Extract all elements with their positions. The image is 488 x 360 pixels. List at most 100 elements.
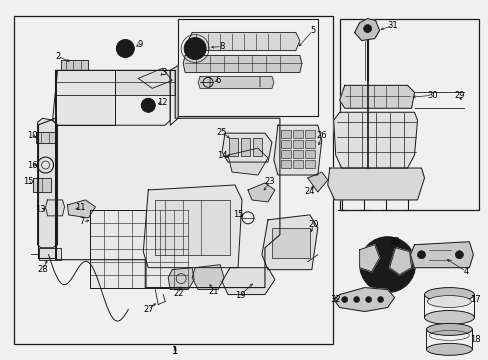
- Circle shape: [417, 251, 425, 259]
- Circle shape: [359, 237, 415, 293]
- Text: 14: 14: [216, 150, 227, 159]
- Circle shape: [184, 37, 205, 59]
- Text: 30: 30: [427, 91, 437, 100]
- Text: 23: 23: [264, 177, 275, 186]
- Polygon shape: [262, 215, 317, 270]
- Text: 5: 5: [309, 26, 315, 35]
- Text: 20: 20: [308, 220, 318, 229]
- Text: 21: 21: [208, 287, 219, 296]
- Text: 24: 24: [304, 188, 314, 197]
- Circle shape: [377, 297, 383, 302]
- Polygon shape: [198, 76, 273, 88]
- Ellipse shape: [426, 343, 471, 355]
- Bar: [178, 19, 317, 116]
- Bar: [14, 15, 332, 345]
- Circle shape: [141, 98, 155, 112]
- Polygon shape: [33, 178, 50, 192]
- Text: 17: 17: [469, 295, 480, 304]
- Bar: [304, 150, 314, 158]
- Text: 1: 1: [172, 346, 178, 356]
- Bar: [304, 140, 314, 148]
- Polygon shape: [56, 71, 175, 95]
- Text: 32: 32: [330, 295, 340, 304]
- Ellipse shape: [426, 323, 471, 336]
- Bar: [292, 140, 302, 148]
- Text: 13: 13: [35, 206, 46, 215]
- Text: 31: 31: [386, 21, 397, 30]
- Text: 27: 27: [142, 305, 153, 314]
- Text: 9: 9: [138, 40, 142, 49]
- Polygon shape: [45, 200, 64, 216]
- Polygon shape: [273, 125, 321, 175]
- Polygon shape: [227, 148, 267, 175]
- Polygon shape: [339, 85, 414, 108]
- Ellipse shape: [424, 288, 473, 302]
- Text: 11: 11: [75, 203, 85, 212]
- Bar: [228, 138, 238, 156]
- Text: 1: 1: [172, 347, 178, 356]
- Polygon shape: [192, 265, 224, 289]
- Bar: [39, 248, 61, 260]
- Bar: [292, 150, 302, 158]
- Text: 7: 7: [80, 217, 85, 226]
- Text: 29: 29: [453, 91, 464, 100]
- Polygon shape: [183, 55, 301, 72]
- Polygon shape: [307, 172, 327, 192]
- Bar: [292, 160, 302, 168]
- Text: 19: 19: [234, 291, 245, 300]
- Bar: [280, 160, 290, 168]
- Circle shape: [120, 44, 130, 54]
- Bar: [155, 200, 229, 255]
- Polygon shape: [52, 71, 170, 125]
- Bar: [339, 19, 478, 210]
- Polygon shape: [188, 32, 299, 50]
- Polygon shape: [333, 288, 394, 311]
- Text: 15: 15: [23, 177, 34, 186]
- Bar: [280, 150, 290, 158]
- Text: 26: 26: [316, 131, 326, 140]
- Bar: [304, 160, 314, 168]
- Text: 4: 4: [463, 267, 468, 276]
- Text: 6: 6: [215, 76, 220, 85]
- Text: 22: 22: [173, 289, 183, 298]
- Circle shape: [116, 40, 134, 58]
- Circle shape: [454, 251, 463, 259]
- Bar: [304, 130, 314, 138]
- Polygon shape: [222, 268, 274, 294]
- Circle shape: [365, 297, 371, 302]
- Polygon shape: [170, 66, 178, 125]
- Text: 10: 10: [27, 131, 38, 140]
- Ellipse shape: [427, 296, 470, 307]
- Ellipse shape: [424, 310, 473, 324]
- Text: 25: 25: [216, 128, 227, 137]
- Polygon shape: [61, 60, 88, 71]
- Bar: [252, 138, 262, 156]
- Polygon shape: [38, 118, 58, 248]
- Polygon shape: [359, 245, 379, 272]
- Circle shape: [353, 297, 359, 302]
- Polygon shape: [410, 242, 472, 268]
- Circle shape: [189, 42, 201, 54]
- Circle shape: [363, 24, 371, 32]
- Polygon shape: [389, 248, 411, 275]
- Text: 16: 16: [27, 161, 38, 170]
- Polygon shape: [327, 168, 424, 200]
- Bar: [280, 140, 290, 148]
- Text: 33: 33: [388, 237, 399, 246]
- Polygon shape: [168, 268, 194, 289]
- Text: 15: 15: [232, 210, 243, 219]
- Text: 3: 3: [161, 68, 166, 77]
- Polygon shape: [67, 200, 95, 218]
- Bar: [280, 130, 290, 138]
- Text: 2: 2: [55, 52, 60, 61]
- Bar: [271, 228, 309, 258]
- Polygon shape: [56, 71, 115, 125]
- Bar: [241, 138, 249, 156]
- Polygon shape: [143, 185, 242, 268]
- Polygon shape: [333, 112, 417, 168]
- Text: 28: 28: [37, 265, 48, 274]
- Bar: [90, 210, 188, 288]
- Polygon shape: [36, 132, 56, 143]
- Text: 8: 8: [219, 42, 224, 51]
- Polygon shape: [247, 183, 274, 202]
